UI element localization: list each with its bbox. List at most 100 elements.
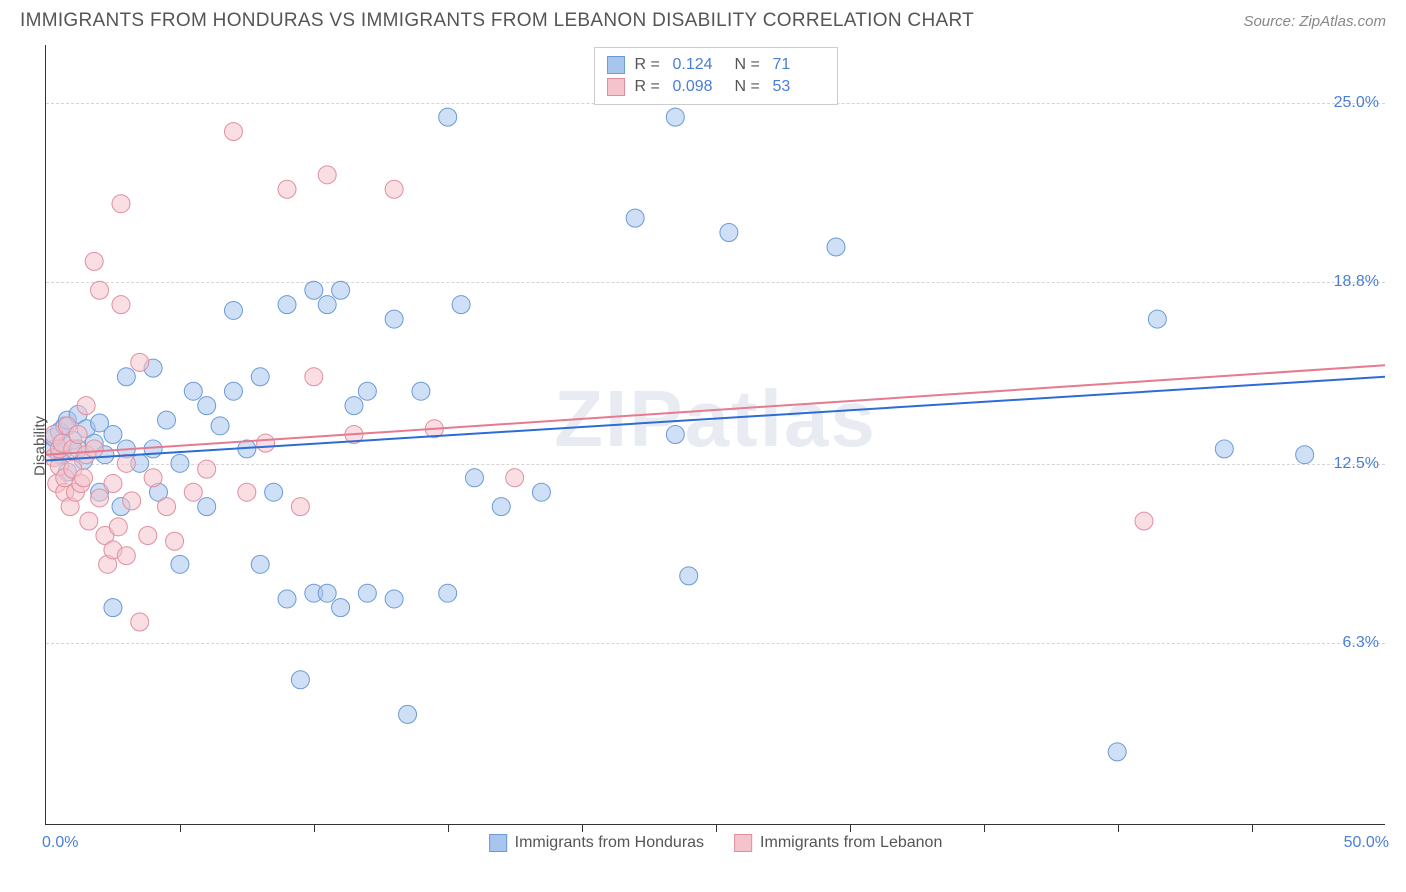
- x-min-label: 0.0%: [42, 834, 78, 852]
- scatter-point-lebanon: [85, 440, 103, 458]
- scatter-point-honduras: [171, 454, 189, 472]
- legend-row-lebanon: R = 0.098 N = 53: [607, 76, 825, 98]
- scatter-point-honduras: [666, 426, 684, 444]
- scatter-point-lebanon: [224, 123, 242, 141]
- correlation-legend: R = 0.124 N = 71 R = 0.098 N = 53: [594, 47, 838, 105]
- scatter-point-honduras: [332, 281, 350, 299]
- scatter-point-honduras: [1148, 310, 1166, 328]
- scatter-point-lebanon: [109, 518, 127, 536]
- scatter-point-honduras: [171, 555, 189, 573]
- series-label-lebanon: Immigrants from Lebanon: [760, 834, 942, 852]
- scatter-point-honduras: [1108, 743, 1126, 761]
- scatter-point-lebanon: [80, 512, 98, 530]
- trend-line-lebanon: [46, 365, 1385, 454]
- x-tick: [180, 824, 181, 832]
- scatter-point-lebanon: [69, 426, 87, 444]
- scatter-point-honduras: [492, 498, 510, 516]
- scatter-point-lebanon: [117, 454, 135, 472]
- scatter-point-honduras: [278, 296, 296, 314]
- scatter-point-honduras: [265, 483, 283, 501]
- scatter-point-honduras: [211, 417, 229, 435]
- scatter-point-honduras: [291, 671, 309, 689]
- x-tick: [582, 824, 583, 832]
- n-label: N =: [735, 56, 763, 74]
- scatter-point-honduras: [412, 382, 430, 400]
- scatter-point-honduras: [251, 555, 269, 573]
- scatter-point-lebanon: [77, 397, 95, 415]
- scatter-point-honduras: [184, 382, 202, 400]
- swatch-honduras-icon: [607, 56, 625, 74]
- scatter-point-lebanon: [131, 353, 149, 371]
- scatter-point-honduras: [117, 368, 135, 386]
- scatter-point-lebanon: [104, 475, 122, 493]
- scatter-point-lebanon: [198, 460, 216, 478]
- scatter-point-lebanon: [139, 526, 157, 544]
- scatter-point-honduras: [399, 705, 417, 723]
- scatter-point-honduras: [532, 483, 550, 501]
- x-tick: [1118, 824, 1119, 832]
- scatter-point-honduras: [224, 301, 242, 319]
- scatter-point-honduras: [385, 310, 403, 328]
- scatter-point-lebanon: [238, 483, 256, 501]
- scatter-point-honduras: [358, 584, 376, 602]
- scatter-point-honduras: [318, 296, 336, 314]
- scatter-point-lebanon: [123, 492, 141, 510]
- scatter-point-lebanon: [117, 547, 135, 565]
- scatter-point-honduras: [385, 590, 403, 608]
- scatter-point-honduras: [452, 296, 470, 314]
- scatter-point-lebanon: [257, 434, 275, 452]
- r-value-honduras: 0.124: [673, 56, 725, 74]
- chart-plot-area: ZIPatlas R = 0.124 N = 71 R = 0.098 N = …: [45, 45, 1385, 825]
- scatter-point-honduras: [198, 397, 216, 415]
- scatter-point-honduras: [278, 590, 296, 608]
- scatter-point-honduras: [666, 108, 684, 126]
- scatter-point-lebanon: [166, 532, 184, 550]
- scatter-point-honduras: [251, 368, 269, 386]
- swatch-lebanon-icon: [607, 78, 625, 96]
- scatter-point-honduras: [465, 469, 483, 487]
- legend-item-lebanon: Immigrants from Lebanon: [734, 834, 942, 852]
- scatter-point-honduras: [332, 599, 350, 617]
- series-label-honduras: Immigrants from Honduras: [515, 834, 704, 852]
- scatter-point-lebanon: [144, 469, 162, 487]
- scatter-point-lebanon: [318, 166, 336, 184]
- scatter-point-lebanon: [158, 498, 176, 516]
- scatter-svg: [46, 45, 1385, 824]
- scatter-point-honduras: [1296, 446, 1314, 464]
- n-label: N =: [735, 78, 763, 96]
- scatter-point-honduras: [104, 599, 122, 617]
- scatter-point-lebanon: [506, 469, 524, 487]
- scatter-point-lebanon: [131, 613, 149, 631]
- swatch-lebanon-icon: [734, 834, 752, 852]
- scatter-point-honduras: [626, 209, 644, 227]
- scatter-point-honduras: [224, 382, 242, 400]
- series-legend: Immigrants from Honduras Immigrants from…: [489, 834, 943, 852]
- scatter-point-lebanon: [385, 180, 403, 198]
- scatter-point-lebanon: [91, 489, 109, 507]
- trend-line-honduras: [46, 377, 1385, 461]
- scatter-point-lebanon: [85, 252, 103, 270]
- scatter-point-lebanon: [91, 281, 109, 299]
- n-value-honduras: 71: [773, 56, 825, 74]
- scatter-point-honduras: [305, 281, 323, 299]
- scatter-point-lebanon: [1135, 512, 1153, 530]
- scatter-point-lebanon: [74, 469, 92, 487]
- x-tick: [850, 824, 851, 832]
- scatter-point-lebanon: [291, 498, 309, 516]
- x-tick: [984, 824, 985, 832]
- scatter-point-lebanon: [184, 483, 202, 501]
- scatter-point-honduras: [345, 397, 363, 415]
- r-label: R =: [635, 56, 663, 74]
- scatter-point-honduras: [104, 426, 122, 444]
- scatter-point-honduras: [827, 238, 845, 256]
- x-tick: [448, 824, 449, 832]
- source-label: Source: ZipAtlas.com: [1243, 13, 1386, 30]
- scatter-point-honduras: [680, 567, 698, 585]
- n-value-lebanon: 53: [773, 78, 825, 96]
- scatter-point-lebanon: [112, 296, 130, 314]
- scatter-point-honduras: [318, 584, 336, 602]
- scatter-point-honduras: [1215, 440, 1233, 458]
- x-tick: [314, 824, 315, 832]
- chart-title: IMMIGRANTS FROM HONDURAS VS IMMIGRANTS F…: [20, 10, 974, 32]
- scatter-point-lebanon: [112, 195, 130, 213]
